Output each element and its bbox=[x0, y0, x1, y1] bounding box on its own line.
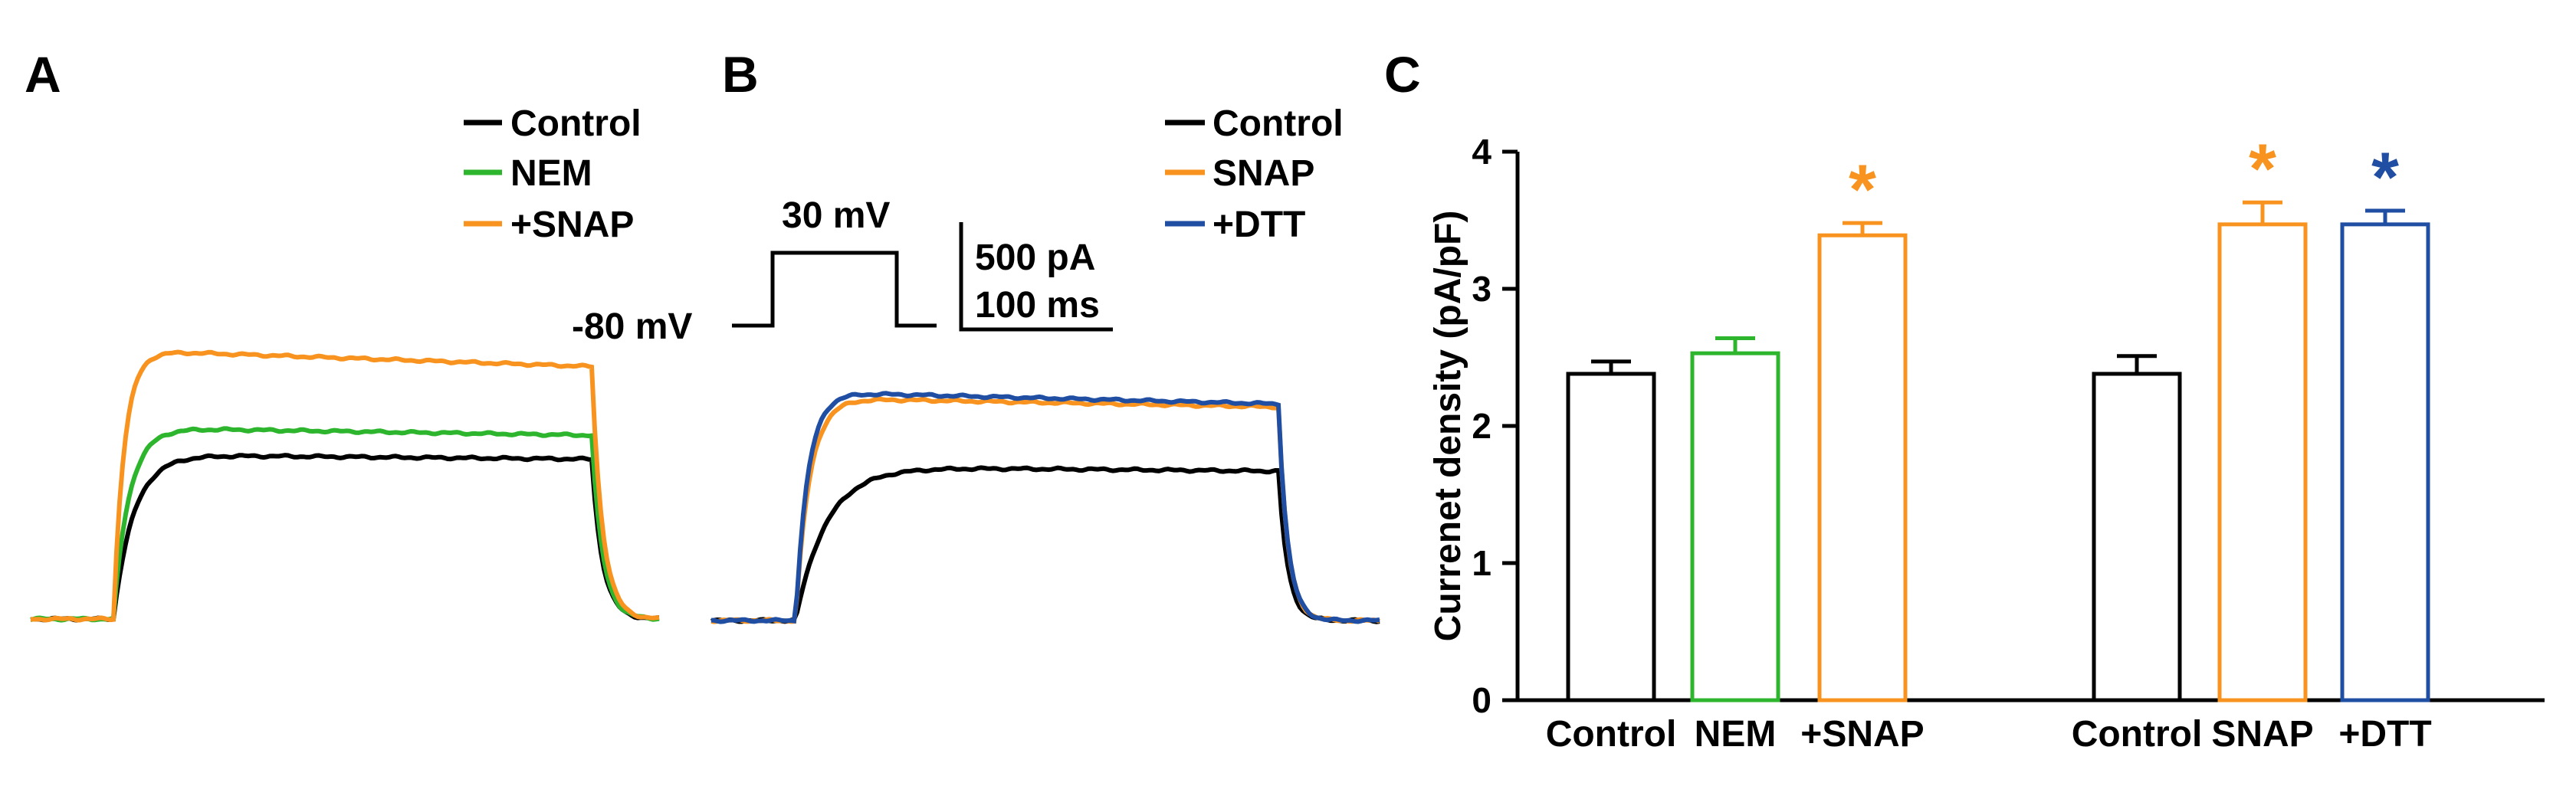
panel-a-legend: Control NEM +SNAP bbox=[464, 103, 642, 245]
y-tick-label: 2 bbox=[1472, 406, 1491, 446]
y-axis-title: Currenet density (pA/pF) bbox=[1428, 211, 1468, 642]
bar bbox=[2092, 372, 2182, 702]
trace-b-control bbox=[710, 465, 1380, 624]
error-bar bbox=[2365, 208, 2405, 224]
panel-b-legend: Control SNAP +DTT bbox=[1165, 103, 1344, 245]
category-label: Control bbox=[2072, 714, 2203, 755]
category-label: SNAP bbox=[2211, 714, 2313, 755]
significance-star: * bbox=[1849, 151, 1876, 229]
panel-b-traces bbox=[710, 391, 1380, 624]
legend-a-snap-label: +SNAP bbox=[510, 205, 634, 245]
y-tick-label: 4 bbox=[1472, 132, 1491, 172]
voltage-step-line bbox=[732, 251, 937, 328]
legend-a-nem-label: NEM bbox=[510, 153, 592, 194]
error-bar bbox=[1715, 336, 1755, 354]
panel-label-a: A bbox=[25, 46, 61, 103]
panel-label-b: B bbox=[722, 46, 759, 103]
bar bbox=[1690, 351, 1780, 702]
bars: Control NEM +SNAP*Control SNAP*+DTT* bbox=[1546, 130, 2432, 755]
trace-a-snap bbox=[30, 349, 660, 623]
y-tick-label: 0 bbox=[1472, 680, 1491, 720]
panel-b: 30 mV -80 mV 500 pA 100 ms Control SNAP … bbox=[572, 103, 1380, 624]
y-ticks: 0 1 2 3 4 bbox=[1472, 132, 1518, 720]
voltage-protocol: 30 mV -80 mV bbox=[572, 195, 937, 347]
panel-label-c: C bbox=[1384, 46, 1421, 103]
bar bbox=[2217, 222, 2308, 702]
legend-b-snap-label: SNAP bbox=[1213, 153, 1314, 194]
panel-a-traces bbox=[30, 349, 660, 623]
significance-star: * bbox=[2249, 130, 2276, 208]
significance-star: * bbox=[2371, 139, 2399, 217]
category-label: Control bbox=[1546, 714, 1677, 755]
legend-a-control-label: Control bbox=[510, 103, 642, 144]
trace-b-snap bbox=[710, 396, 1380, 624]
bar bbox=[2340, 222, 2430, 702]
legend-b-control-label: Control bbox=[1213, 103, 1344, 144]
scale-bar-time-label: 100 ms bbox=[975, 285, 1100, 326]
protocol-hold-label: -80 mV bbox=[572, 306, 692, 347]
error-bar bbox=[2243, 200, 2282, 224]
category-label: +SNAP bbox=[1800, 714, 1924, 755]
error-bar bbox=[2117, 354, 2157, 374]
legend-b-dtt-label: +DTT bbox=[1213, 205, 1305, 245]
category-label: NEM bbox=[1695, 714, 1777, 755]
error-bar bbox=[1591, 359, 1631, 374]
trace-a-control bbox=[30, 453, 660, 623]
category-label: +DTT bbox=[2338, 714, 2431, 755]
bar bbox=[1817, 233, 1908, 702]
trace-a-nem bbox=[30, 426, 660, 623]
scale-bar-current-label: 500 pA bbox=[975, 237, 1095, 278]
y-tick-label: 1 bbox=[1472, 543, 1491, 583]
error-bar bbox=[1843, 221, 1882, 236]
protocol-step-label: 30 mV bbox=[782, 195, 890, 236]
scale-bar: 500 pA 100 ms bbox=[959, 222, 1113, 332]
trace-b-dtt bbox=[710, 391, 1380, 624]
panel-a: Control NEM +SNAP bbox=[30, 103, 660, 623]
y-tick-label: 3 bbox=[1472, 269, 1491, 309]
bar bbox=[1566, 372, 1656, 702]
panel-c-chart: Currenet density (pA/pF) 0 1 2 3 4 Control NE… bbox=[1428, 130, 2545, 755]
scale-bar-lines bbox=[959, 222, 1113, 332]
